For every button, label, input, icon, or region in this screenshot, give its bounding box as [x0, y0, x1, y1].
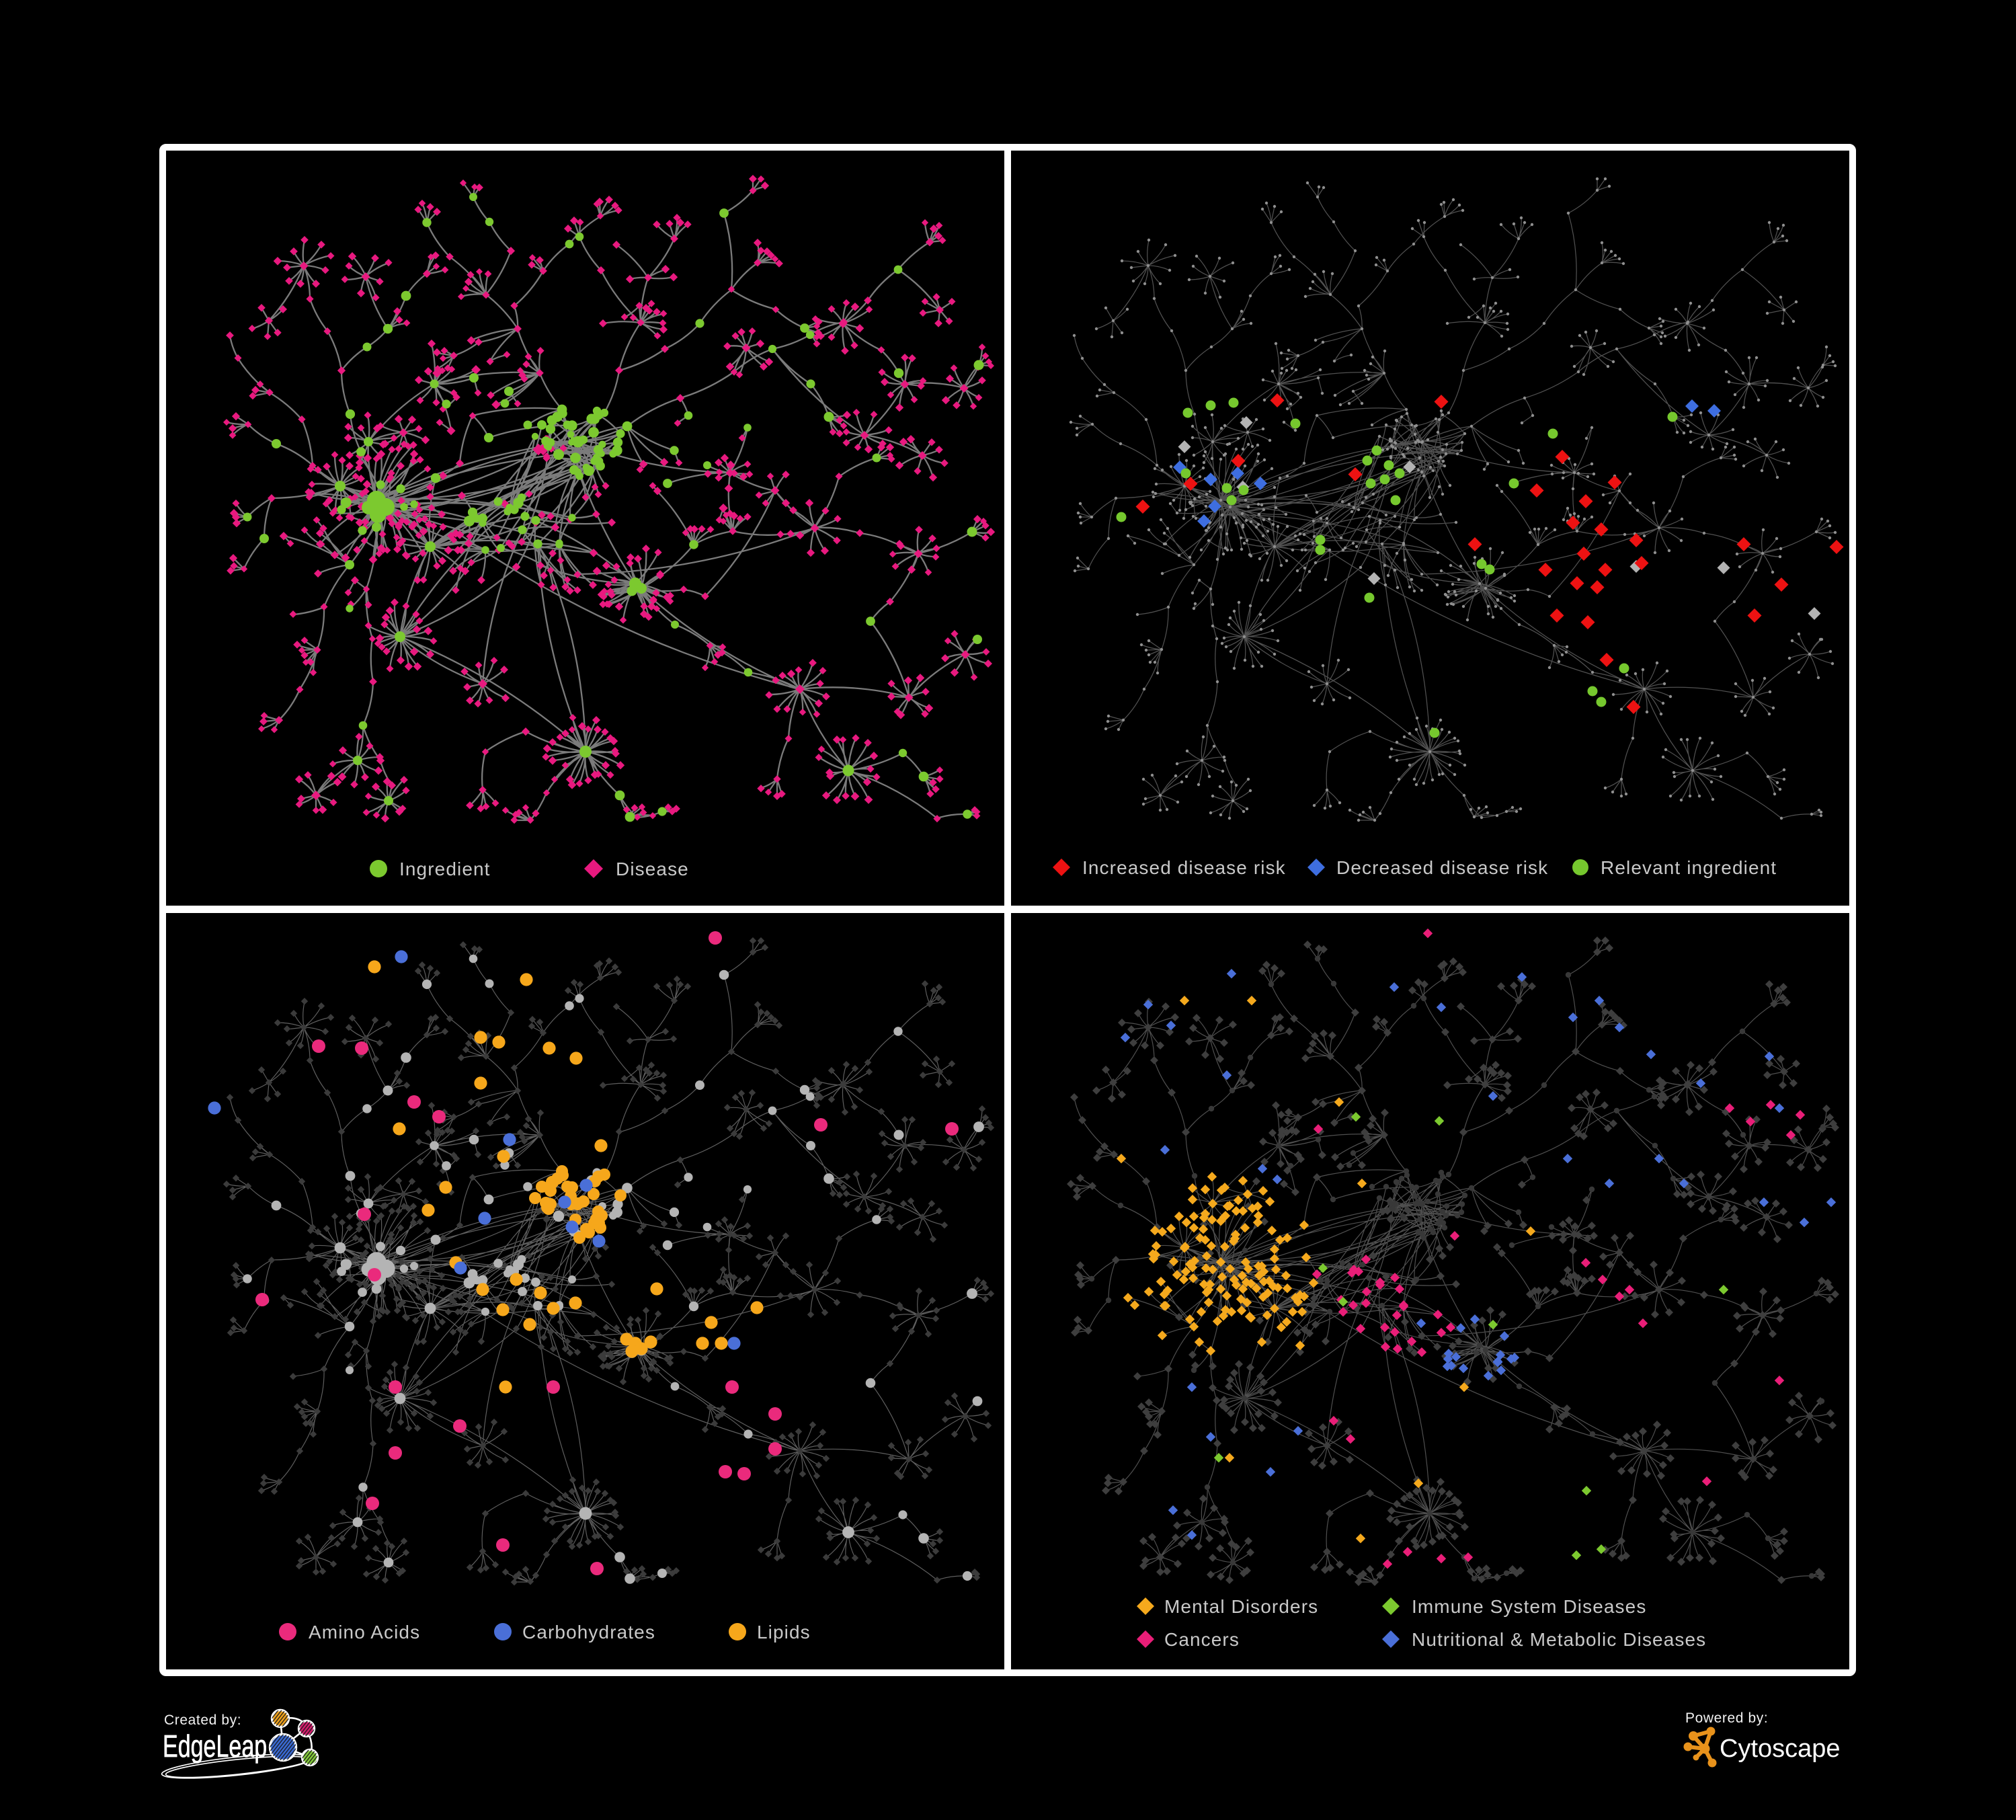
svg-text:Cancers: Cancers: [1164, 1629, 1240, 1650]
svg-text:Cytoscape: Cytoscape: [1720, 1735, 1841, 1763]
svg-text:Powered by:: Powered by:: [1685, 1710, 1768, 1726]
svg-text:Lipids: Lipids: [757, 1622, 811, 1643]
svg-text:Mental Disorders: Mental Disorders: [1164, 1596, 1318, 1617]
svg-text:Disease: Disease: [616, 859, 689, 879]
svg-text:Relevant ingredient: Relevant ingredient: [1601, 857, 1777, 878]
svg-text:Immune System Diseases: Immune System Diseases: [1412, 1596, 1646, 1617]
svg-text:Amino Acids: Amino Acids: [309, 1622, 420, 1643]
svg-text:Decreased disease risk: Decreased disease risk: [1336, 857, 1548, 878]
svg-text:Carbohydrates: Carbohydrates: [522, 1622, 655, 1643]
svg-text:Increased disease risk: Increased disease risk: [1082, 857, 1286, 878]
svg-text:Created by:: Created by:: [164, 1712, 241, 1728]
svg-text:Ingredient: Ingredient: [399, 859, 491, 879]
svg-text:Nutritional & Metabolic Diseas: Nutritional & Metabolic Diseases: [1412, 1629, 1706, 1650]
svg-text:EdgeLeap: EdgeLeap: [163, 1729, 267, 1764]
